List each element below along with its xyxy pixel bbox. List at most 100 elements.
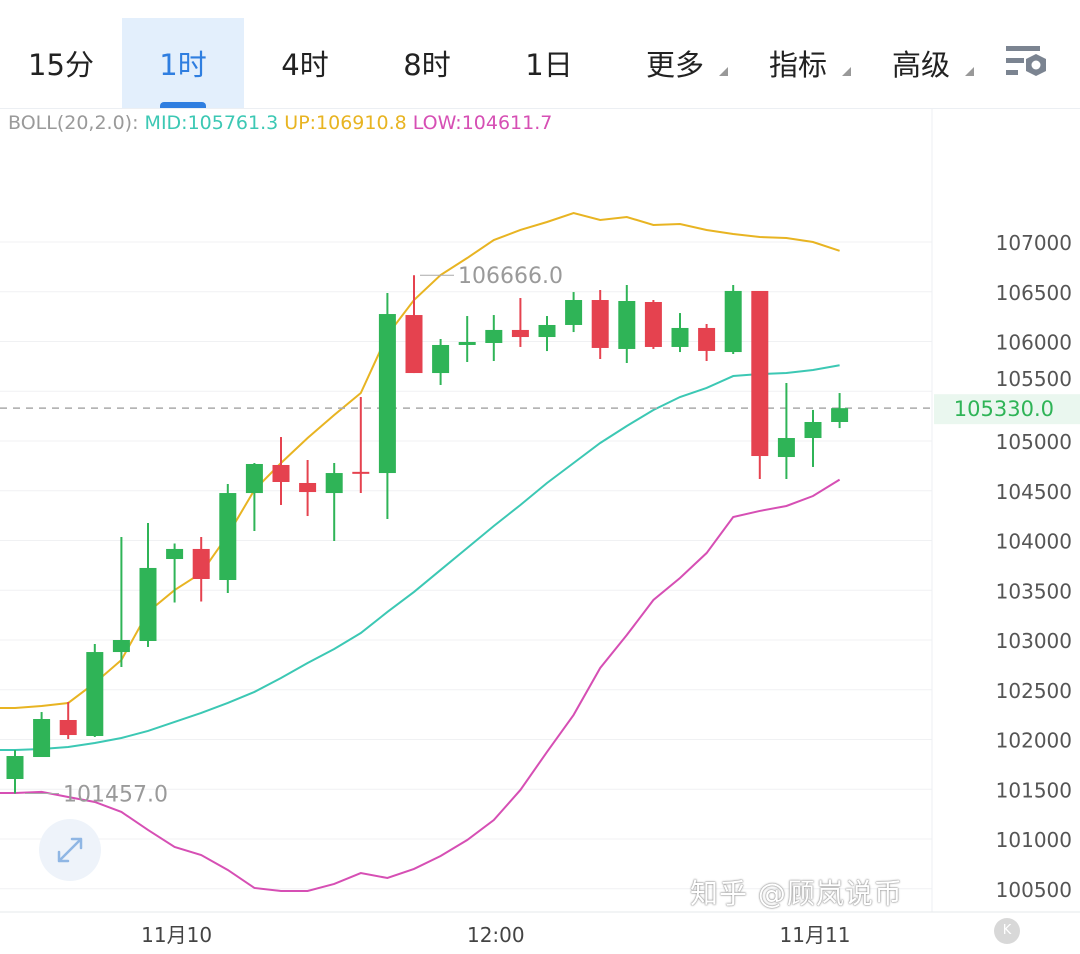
- watermark: 知乎 @顾岚说币: [690, 877, 903, 910]
- menu-label: 更多: [645, 48, 704, 82]
- boll-lower-line: [0, 478, 841, 892]
- y-tick-label: 106500: [996, 281, 1072, 305]
- candle-up: [139, 522, 157, 647]
- candle-body: [325, 473, 343, 494]
- y-tick-label: 105000: [996, 430, 1072, 454]
- candle-body: [591, 300, 609, 348]
- y-tick-label: 101500: [996, 778, 1072, 802]
- candle-down: [272, 437, 290, 505]
- candle-up: [618, 284, 636, 363]
- chart-settings-icon[interactable]: [1004, 44, 1052, 84]
- candle-body: [219, 493, 237, 581]
- candle-up: [804, 409, 822, 467]
- candle-body: [299, 482, 317, 493]
- candle-up: [378, 293, 396, 520]
- advanced-menu[interactable]: 高级: [866, 18, 976, 108]
- candle-body: [831, 408, 849, 422]
- tab-4hour[interactable]: 4时: [244, 18, 366, 108]
- candle-body: [112, 640, 130, 653]
- candle-body: [671, 327, 689, 347]
- candle-down: [698, 323, 716, 362]
- candle-up: [538, 316, 556, 352]
- tab-label: 15分: [28, 48, 94, 82]
- candle-down: [405, 275, 423, 374]
- candle-body: [59, 719, 77, 736]
- y-tick-label: 103500: [996, 579, 1072, 603]
- y-tick-label: 105500: [996, 367, 1072, 391]
- expand-chart-button[interactable]: [39, 819, 101, 881]
- tab-15min[interactable]: 15分: [0, 18, 122, 108]
- x-tick-label: 12:00: [467, 923, 525, 947]
- current-price-label: 105330.0: [954, 397, 1054, 421]
- timeframe-tabbar: 15分 1时 4时 8时 1日 更多 指标 高级: [0, 0, 1080, 109]
- candle-down: [644, 300, 662, 349]
- candle-up: [166, 543, 184, 603]
- candle-body: [511, 329, 529, 338]
- expand-icon: [57, 837, 83, 863]
- y-tick-label: 104000: [996, 530, 1072, 554]
- candle-up: [671, 313, 689, 353]
- candle-body: [352, 471, 370, 474]
- y-tick-label: 100500: [996, 878, 1072, 902]
- dropdown-triangle-icon: [965, 67, 974, 76]
- candle-up: [565, 292, 583, 333]
- boll-legend: BOLL(20,2.0): MID:105761.3 UP:106910.8 L…: [8, 112, 552, 134]
- menu-label: 高级: [891, 48, 950, 82]
- indicators-menu[interactable]: 指标: [743, 18, 853, 108]
- y-tick-label: 102500: [996, 679, 1072, 703]
- candle-body: [139, 567, 157, 641]
- dropdown-triangle-icon: [719, 67, 728, 76]
- candle-body: [751, 290, 769, 457]
- tab-1day[interactable]: 1日: [488, 18, 610, 108]
- k-badge[interactable]: K: [994, 918, 1020, 944]
- tab-label: 1日: [525, 48, 573, 82]
- boll-name: BOLL(20,2.0):: [8, 112, 139, 134]
- candle-up: [6, 750, 24, 794]
- y-tick-label: 103000: [996, 629, 1072, 653]
- candle-body: [485, 329, 503, 343]
- candle-up: [112, 537, 130, 667]
- candle-up: [219, 483, 237, 594]
- boll-low-value: LOW:104611.7: [412, 112, 553, 134]
- x-tick-label: 11月11: [780, 923, 851, 947]
- y-tick-label: 102000: [996, 729, 1072, 753]
- candle-up: [777, 382, 795, 480]
- tab-8hour[interactable]: 8时: [366, 18, 488, 108]
- tab-1hour[interactable]: 1时: [122, 18, 244, 108]
- candle-up: [325, 462, 343, 541]
- candle-body: [405, 315, 423, 374]
- candle-body: [245, 463, 263, 494]
- y-tick-label: 106000: [996, 331, 1072, 355]
- candle-body: [644, 301, 662, 347]
- candle-down: [511, 298, 529, 347]
- x-tick-label: 11月10: [141, 923, 212, 947]
- candle-body: [777, 438, 795, 458]
- candle-body: [804, 421, 822, 439]
- candle-down: [192, 537, 210, 602]
- extreme-price-label: 101457.0: [63, 783, 168, 808]
- tab-label: 4时: [281, 48, 329, 82]
- candle-body: [192, 548, 210, 580]
- extreme-price-label: 106666.0: [458, 264, 563, 289]
- boll-upper-line: [0, 212, 840, 709]
- candle-body: [618, 301, 636, 349]
- candle-body: [6, 756, 24, 780]
- candle-body: [458, 341, 476, 345]
- candle-up: [458, 316, 476, 362]
- candle-body: [33, 719, 51, 758]
- candle-up: [724, 284, 742, 355]
- y-tick-label: 101000: [996, 828, 1072, 852]
- candle-up: [33, 712, 51, 758]
- candle-down: [299, 460, 317, 517]
- tab-label: 8时: [403, 48, 451, 82]
- candle-up: [86, 643, 104, 738]
- candle-body: [724, 290, 742, 353]
- more-menu[interactable]: 更多: [620, 18, 730, 108]
- candle-up: [831, 393, 849, 429]
- y-tick-label: 107000: [996, 231, 1072, 255]
- candle-up: [485, 315, 503, 362]
- candle-body: [565, 300, 583, 325]
- candle-body: [86, 652, 104, 737]
- boll-mid-value: MID:105761.3: [144, 112, 279, 134]
